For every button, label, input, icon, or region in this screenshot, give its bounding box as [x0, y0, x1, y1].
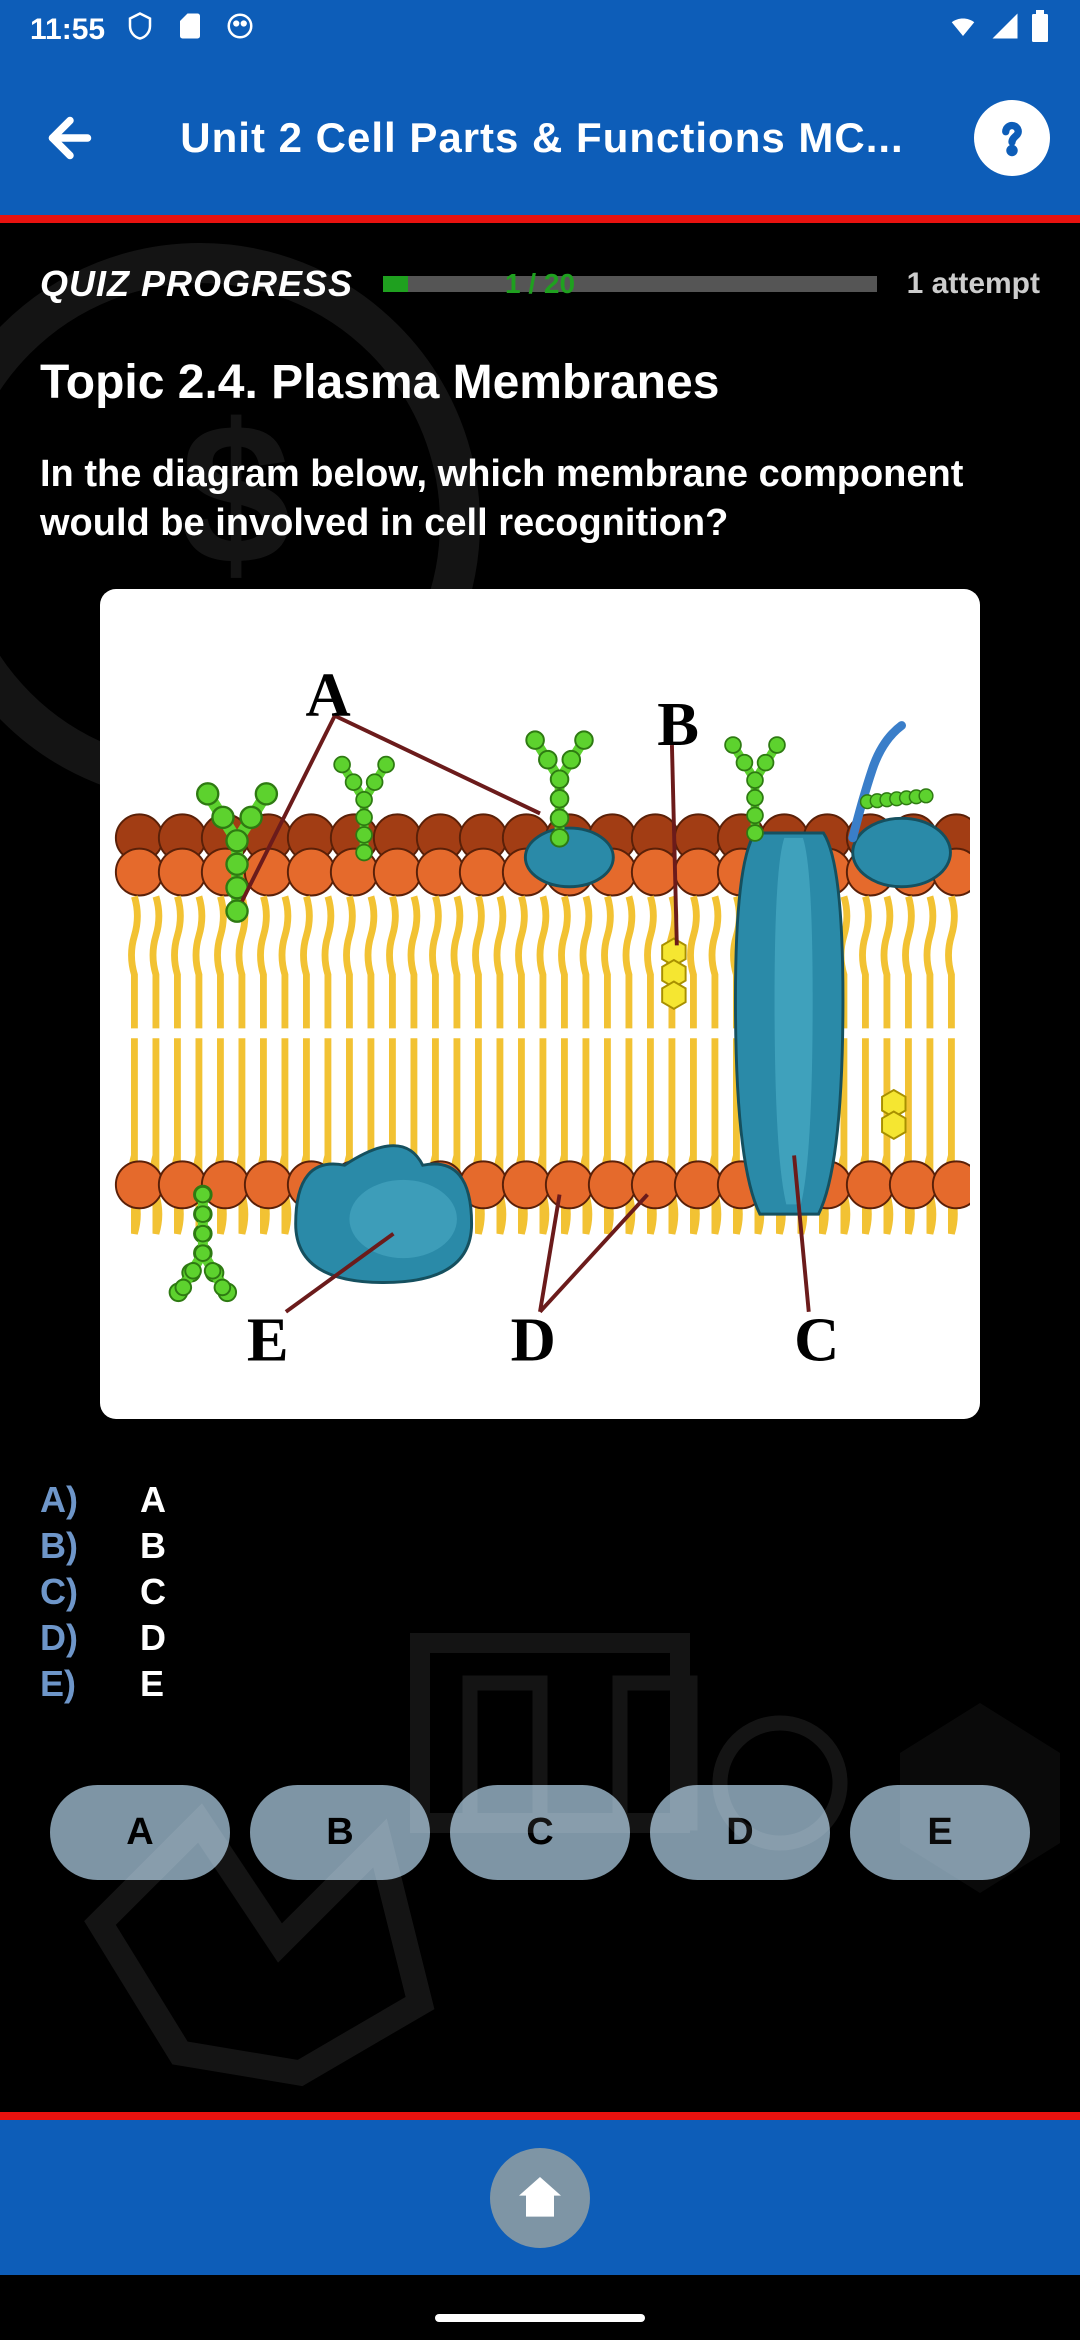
option-value: C [140, 1571, 166, 1613]
topic-title: Topic 2.4. Plasma Membranes [40, 355, 1040, 410]
option-letter: B) [40, 1525, 80, 1567]
answer-button-c[interactable]: C [450, 1785, 630, 1880]
option-row: E) E [40, 1663, 1040, 1705]
divider [0, 2112, 1080, 2120]
diagram[interactable]: A B C D E [100, 589, 980, 1419]
divider [0, 215, 1080, 223]
signal-icon [990, 11, 1020, 49]
svg-text:B: B [657, 689, 699, 759]
shield-icon [125, 11, 155, 49]
option-row: B) B [40, 1525, 1040, 1567]
option-row: A) A [40, 1479, 1040, 1521]
options-list: A) A B) B C) C D) D E) E [40, 1479, 1040, 1705]
option-row: C) C [40, 1571, 1040, 1613]
answer-button-e[interactable]: E [850, 1785, 1030, 1880]
option-letter: E) [40, 1663, 80, 1705]
page-title: Unit 2 Cell Parts & Functions MC... [110, 114, 974, 162]
membrane-diagram: A B C D E [110, 599, 970, 1409]
home-button[interactable] [490, 2148, 590, 2248]
panda-icon [225, 11, 255, 49]
status-right [946, 10, 1050, 50]
option-row: D) D [40, 1617, 1040, 1659]
option-letter: D) [40, 1617, 80, 1659]
answer-buttons: ABCDE [40, 1785, 1040, 1880]
answer-button-a[interactable]: A [50, 1785, 230, 1880]
svg-text:E: E [247, 1304, 289, 1374]
sd-card-icon [175, 11, 205, 49]
question-text: In the diagram below, which membrane com… [40, 450, 1040, 549]
bottom-bar [0, 2120, 1080, 2275]
answer-button-d[interactable]: D [650, 1785, 830, 1880]
wifi-icon [946, 11, 980, 49]
content-area: $ QUIZ PROGRESS 1 / 20 1 attempt Topic 2… [0, 223, 1080, 2123]
option-value: A [140, 1479, 166, 1521]
question-icon [987, 113, 1037, 163]
status-bar: 11:55 [0, 0, 1080, 60]
home-icon [512, 2170, 568, 2226]
svg-text:C: C [794, 1304, 839, 1374]
option-value: E [140, 1663, 164, 1705]
battery-icon [1030, 10, 1050, 50]
option-letter: C) [40, 1571, 80, 1613]
progress-row: QUIZ PROGRESS 1 / 20 1 attempt [40, 263, 1040, 305]
option-value: D [140, 1617, 166, 1659]
arrow-left-icon [40, 108, 100, 168]
back-button[interactable] [30, 98, 110, 178]
svg-text:A: A [305, 659, 350, 729]
progress-bar [383, 276, 877, 292]
status-left: 11:55 [30, 11, 255, 49]
progress-count: 1 / 20 [505, 268, 575, 300]
option-value: B [140, 1525, 166, 1567]
status-time: 11:55 [30, 13, 105, 47]
answer-button-b[interactable]: B [250, 1785, 430, 1880]
app-bar: Unit 2 Cell Parts & Functions MC... [0, 60, 1080, 215]
option-letter: A) [40, 1479, 80, 1521]
progress-label: QUIZ PROGRESS [40, 263, 353, 305]
svg-text:D: D [511, 1304, 556, 1374]
nav-handle[interactable] [435, 2314, 645, 2322]
progress-fill [383, 276, 408, 292]
attempts-text: 1 attempt [907, 267, 1040, 301]
help-button[interactable] [974, 100, 1050, 176]
